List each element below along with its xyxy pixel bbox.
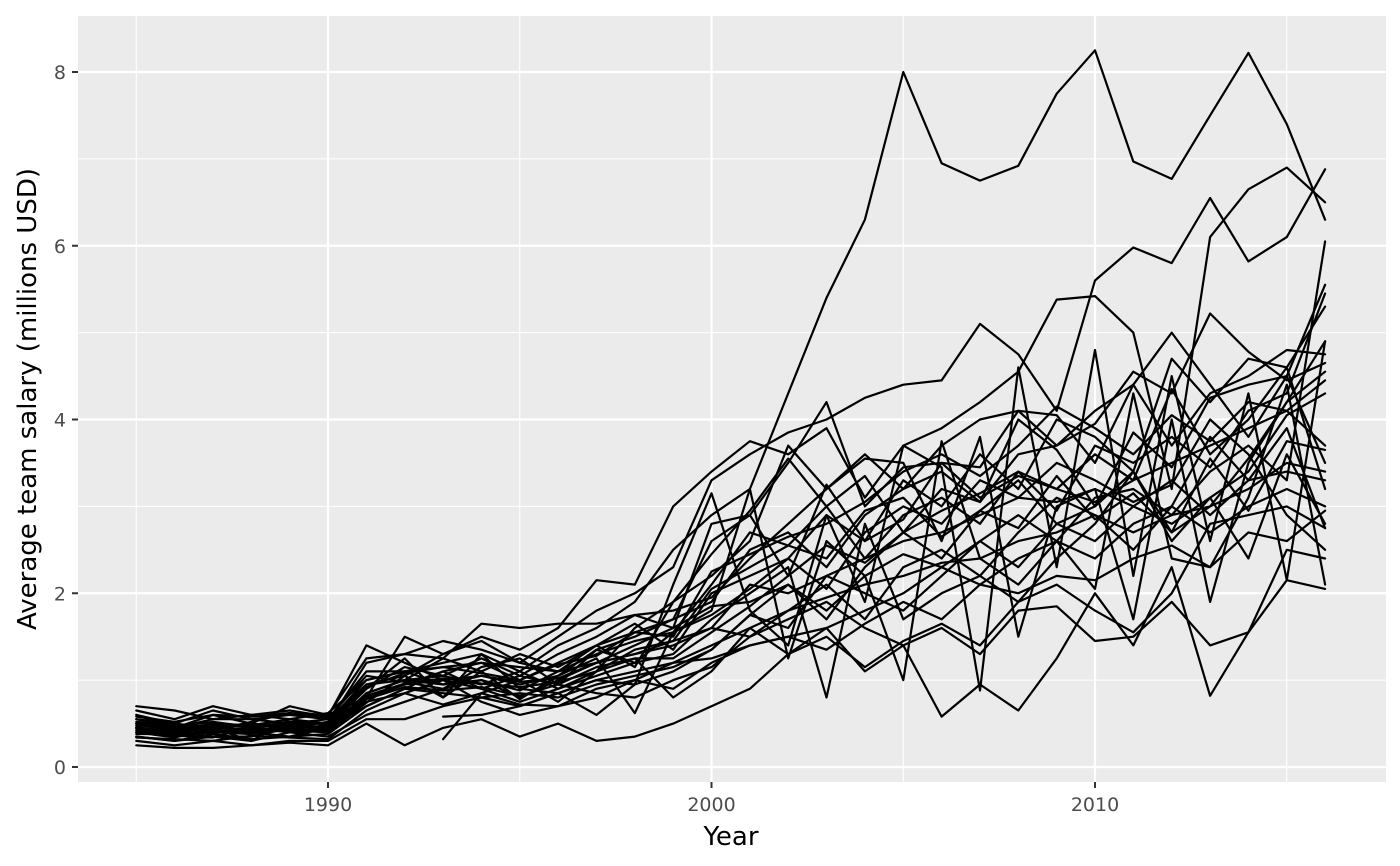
series-line-1 <box>135 49 1327 721</box>
y-tick-label: 4 <box>54 410 66 432</box>
x-tick-label: 1990 <box>304 794 352 816</box>
series-line-28 <box>135 379 1327 729</box>
series-line-19 <box>442 505 1327 741</box>
y-tick-label: 2 <box>54 583 66 605</box>
series-lines <box>135 49 1327 750</box>
axes: 1990 2000 2010 0 2 4 6 8 <box>54 62 1119 816</box>
series-line-27 <box>135 509 1327 743</box>
y-tick-label: 0 <box>54 757 66 779</box>
series-line-20 <box>442 370 1327 718</box>
series-line-29 <box>135 440 1327 736</box>
y-tick-label: 6 <box>54 236 66 258</box>
x-tick-label: 2010 <box>1071 794 1119 816</box>
series-line-22 <box>135 305 1327 732</box>
x-tick-label: 2000 <box>687 794 735 816</box>
series-line-26 <box>135 375 1327 723</box>
plot-panel <box>78 16 1386 782</box>
series-line-24 <box>135 292 1327 739</box>
y-axis-title: Average team salary (millions USD) <box>13 168 43 630</box>
series-line-12 <box>135 383 1327 730</box>
y-tick-label: 8 <box>54 62 66 84</box>
x-axis-title: Year <box>702 822 758 852</box>
